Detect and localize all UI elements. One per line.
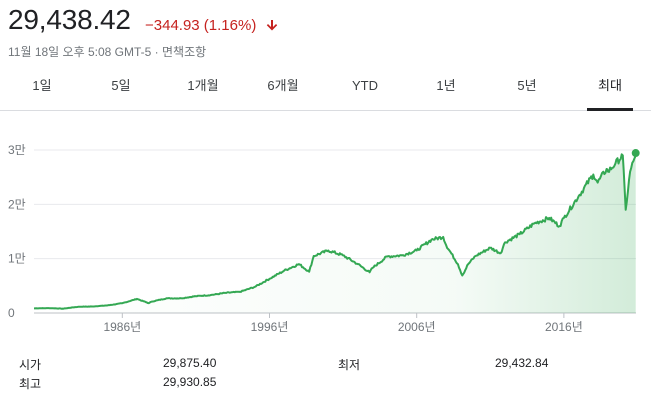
- stat-high-value: 29,930.85: [163, 375, 217, 389]
- tab-1d[interactable]: 1일: [32, 78, 52, 93]
- x-tick-label-0: 1986년: [103, 320, 141, 334]
- stat-open-value: 29,875.40: [163, 356, 217, 370]
- current-value-point: [631, 149, 640, 158]
- x-tick-label-1: 1996년: [251, 320, 289, 334]
- tab-ytd[interactable]: YTD: [352, 78, 378, 93]
- range-tabs: 1일 5일 1개월 6개월 YTD 1년 5년 최대: [0, 72, 651, 111]
- price-change: −344.93 (1.16%): [145, 17, 257, 34]
- y-tick-label-2: 2만: [8, 197, 26, 211]
- series-area: [34, 153, 636, 313]
- timestamp-disclaimer: 11월 18일 오후 5:08 GMT-5 · 면책조항: [8, 45, 207, 59]
- price-chart[interactable]: 0 1만 2만 3만 1986년 1996년 2006년 2016년: [0, 130, 651, 345]
- tab-1y[interactable]: 1년: [436, 78, 456, 93]
- y-tick-label-3: 3만: [8, 143, 26, 157]
- series-line: [34, 152, 637, 310]
- stat-high-label: 최고: [19, 377, 42, 391]
- stat-low-value: 29,432.84: [495, 356, 549, 370]
- stat-low-label: 최저: [338, 358, 361, 372]
- tab-5y[interactable]: 5년: [517, 78, 537, 93]
- y-tick-label-1: 1만: [8, 252, 26, 266]
- tab-max[interactable]: 최대: [587, 72, 633, 111]
- tab-6m[interactable]: 6개월: [267, 78, 299, 93]
- stat-open-label: 시가: [19, 358, 42, 372]
- x-tick-label-3: 2016년: [545, 320, 583, 334]
- tab-1m[interactable]: 1개월: [187, 78, 219, 93]
- tab-5d[interactable]: 5일: [111, 78, 131, 93]
- arrow-down-icon: [266, 20, 278, 31]
- x-tick-label-2: 2006년: [398, 320, 436, 334]
- y-tick-label-0: 0: [8, 306, 15, 320]
- price-value: 29,438.42: [8, 4, 131, 35]
